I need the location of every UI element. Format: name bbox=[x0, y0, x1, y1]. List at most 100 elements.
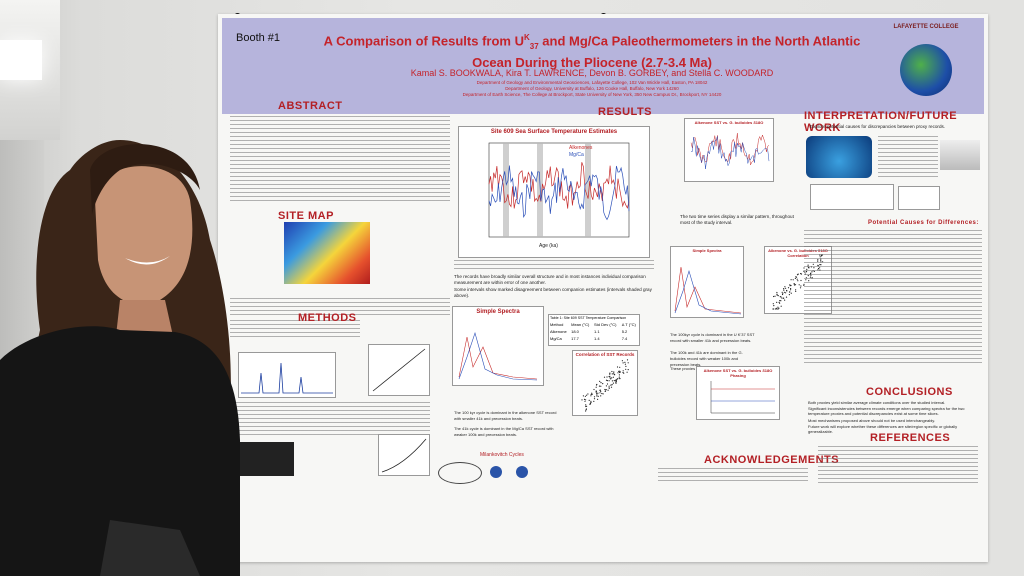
scatter-point bbox=[595, 391, 597, 393]
scatter-point bbox=[608, 387, 610, 389]
scatter-point bbox=[617, 372, 619, 374]
scatter-point bbox=[622, 371, 624, 374]
main-sst-plot-panel: Site 609 Sea Surface Temperature Estimat… bbox=[458, 126, 650, 258]
scatter-point bbox=[611, 380, 613, 382]
results-bullet-7: The 100k and 41k are dominant in the G. … bbox=[670, 350, 743, 367]
scatter-point bbox=[790, 292, 792, 294]
scatter-point bbox=[779, 302, 781, 304]
scatter-point bbox=[615, 382, 617, 384]
mgca-calibration-plot bbox=[381, 438, 427, 473]
scatter-point bbox=[595, 386, 597, 388]
scatter-point bbox=[613, 373, 615, 376]
scatter-point bbox=[800, 285, 802, 287]
scatter-point bbox=[780, 296, 782, 298]
conclusion-bullet-2: Significant inconsistencies between reco… bbox=[808, 406, 965, 416]
scatter-point bbox=[585, 409, 587, 411]
scatter-point bbox=[773, 295, 775, 298]
poster-header: Booth #1 A Comparison of Results from UK… bbox=[222, 18, 984, 114]
scatter-point bbox=[774, 295, 776, 297]
scatter-point bbox=[625, 368, 627, 370]
scatter-point bbox=[783, 291, 785, 293]
scatter-point bbox=[585, 399, 587, 401]
scatter-point bbox=[779, 300, 781, 302]
ceiling bbox=[0, 0, 60, 140]
main-plot-title: Site 609 Sea Surface Temperature Estimat… bbox=[490, 129, 618, 135]
eccentricity-icon bbox=[438, 462, 482, 484]
scatter-point bbox=[611, 377, 613, 379]
ceiling-light bbox=[0, 40, 42, 80]
section-site-map: SITE MAP bbox=[278, 210, 334, 222]
main-sst-plot bbox=[488, 142, 630, 238]
scatter-point bbox=[795, 276, 798, 278]
scatter-point bbox=[781, 297, 783, 299]
scatter-point bbox=[606, 376, 608, 378]
scatter-point bbox=[794, 284, 797, 286]
mgca-calibration-panel bbox=[378, 434, 430, 476]
scatter-point bbox=[793, 283, 795, 285]
scatter-point bbox=[583, 398, 586, 400]
scatter-point bbox=[613, 371, 615, 373]
references-text bbox=[818, 446, 978, 486]
scatter-point bbox=[789, 284, 791, 286]
scatter-point bbox=[624, 363, 626, 365]
results-bullet-6: The 100kyr cycle is dominant in the U K'… bbox=[670, 332, 755, 343]
scatter-point bbox=[602, 383, 604, 385]
results-bullet-3: The 100 kyr cycle is dominant in the alk… bbox=[454, 410, 557, 421]
scatter-point bbox=[602, 393, 604, 395]
section-references: REFERENCES bbox=[870, 432, 951, 444]
scatter-point bbox=[619, 371, 621, 374]
scatter-point bbox=[599, 392, 601, 394]
spectra-2-plot bbox=[674, 266, 742, 315]
scatter-point bbox=[784, 286, 786, 288]
scatter-point bbox=[776, 301, 778, 303]
scatter-point bbox=[598, 385, 601, 387]
scatter-point bbox=[590, 393, 592, 396]
scatter-point bbox=[627, 369, 629, 371]
scatter-point bbox=[783, 288, 785, 290]
scatter-point bbox=[612, 376, 614, 378]
scatter-point bbox=[600, 395, 602, 397]
scatter-point bbox=[789, 285, 791, 287]
chromatogram-panel bbox=[238, 352, 336, 398]
scatter-point bbox=[585, 404, 587, 406]
scatter-point bbox=[591, 392, 593, 394]
scatter-point bbox=[783, 289, 785, 291]
scatter-point bbox=[780, 305, 782, 307]
scatter-point bbox=[792, 279, 794, 281]
abstract-text bbox=[230, 116, 450, 204]
poster-title: A Comparison of Results from UK37 and Mg… bbox=[323, 33, 861, 70]
scatter-point bbox=[795, 289, 797, 291]
scatter-point bbox=[772, 303, 774, 305]
scatter-point bbox=[609, 372, 611, 374]
scatter-point bbox=[606, 380, 608, 382]
scatter-point bbox=[593, 400, 595, 402]
simple-spectra-plot bbox=[458, 331, 538, 381]
scatter-point bbox=[596, 392, 598, 394]
phasing-panel: Alkenone SST vs. G. bulloides δ18O Phasi… bbox=[696, 366, 780, 420]
results-bullet-2: Some intervals show marked disagreement … bbox=[454, 287, 652, 298]
scatter-point bbox=[600, 382, 602, 384]
scatter-point bbox=[593, 388, 595, 391]
scatter-point bbox=[795, 290, 797, 292]
foraminifera-image bbox=[240, 442, 294, 476]
scatter-point bbox=[611, 373, 613, 375]
scatter-point bbox=[619, 378, 621, 380]
scatter-point bbox=[611, 370, 613, 373]
scatter-point bbox=[622, 362, 624, 364]
scatter-point bbox=[601, 392, 603, 395]
scatter-point bbox=[610, 378, 612, 380]
scatter-point bbox=[781, 293, 784, 296]
chromatogram-plot bbox=[241, 362, 333, 394]
globe-map-image bbox=[806, 136, 872, 178]
section-methods: METHODS bbox=[298, 312, 357, 324]
scatter-point bbox=[617, 378, 619, 380]
scatter-point bbox=[622, 370, 624, 372]
correlation-scatter bbox=[581, 359, 629, 412]
scatter-point bbox=[790, 288, 792, 290]
scatter-point bbox=[624, 361, 626, 363]
figure-3-caption bbox=[454, 260, 654, 270]
scatter-point bbox=[797, 280, 799, 282]
scatter-point bbox=[774, 308, 776, 310]
scatter-point bbox=[777, 308, 779, 310]
precession-icon bbox=[516, 466, 528, 478]
